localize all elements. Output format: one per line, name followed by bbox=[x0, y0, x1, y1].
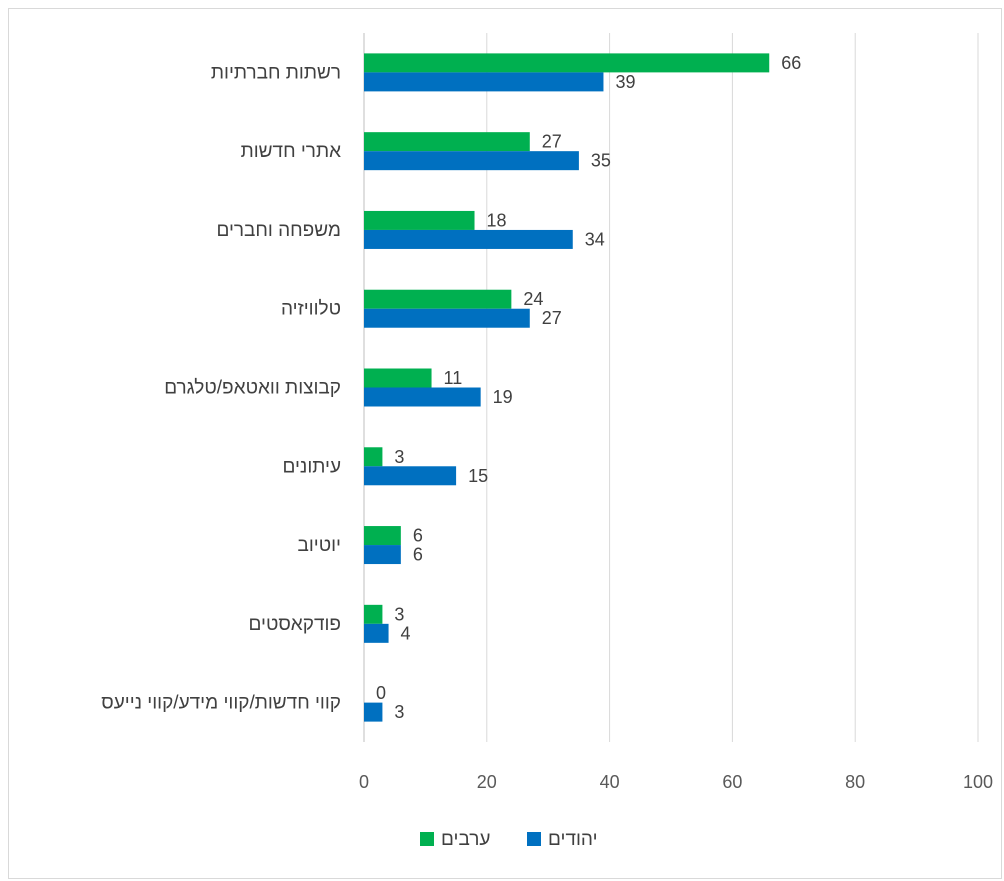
legend-label: ערבים bbox=[441, 829, 490, 850]
data-label: 34 bbox=[585, 229, 605, 249]
data-label: 27 bbox=[542, 132, 562, 152]
bar bbox=[364, 387, 481, 407]
bar bbox=[364, 466, 457, 486]
data-label: 24 bbox=[523, 289, 543, 309]
data-label: 19 bbox=[493, 387, 513, 407]
data-label: 4 bbox=[401, 623, 411, 643]
bar bbox=[364, 447, 383, 467]
category-label: קווי חדשות/קווי מידע/קווי נייעס bbox=[101, 693, 341, 714]
bar bbox=[364, 308, 530, 328]
bar bbox=[364, 368, 432, 388]
x-tick-label: 40 bbox=[600, 772, 620, 792]
legend-label: יהודים bbox=[548, 829, 598, 850]
data-label: 6 bbox=[413, 526, 423, 546]
data-label: 0 bbox=[376, 683, 386, 703]
data-label: 39 bbox=[615, 72, 635, 92]
data-label: 3 bbox=[394, 447, 404, 467]
bar bbox=[364, 289, 512, 309]
x-axis-ticks: 0 20 40 60 80 100 bbox=[359, 772, 993, 792]
category-label: רשתות חברתיות bbox=[211, 62, 341, 83]
bar bbox=[364, 210, 475, 230]
data-label: 3 bbox=[394, 702, 404, 722]
x-tick-label: 60 bbox=[722, 772, 742, 792]
category-label: יוטיוב bbox=[297, 535, 341, 556]
category-label: פודקאסטים bbox=[249, 614, 342, 635]
bar bbox=[364, 229, 573, 249]
category-label: אתרי חדשות bbox=[241, 141, 341, 162]
x-tick-label: 0 bbox=[359, 772, 369, 792]
data-label: 15 bbox=[468, 466, 488, 486]
bar bbox=[364, 72, 604, 92]
legend-swatch bbox=[420, 832, 434, 846]
bar bbox=[364, 702, 383, 722]
category-label: קבוצות וואטאפ/טלגרם bbox=[164, 378, 341, 399]
data-label: 6 bbox=[413, 545, 423, 565]
x-tick-label: 20 bbox=[477, 772, 497, 792]
bar bbox=[364, 545, 401, 565]
x-tick-label: 100 bbox=[963, 772, 993, 792]
category-label: עיתונים bbox=[282, 456, 341, 477]
data-label: 3 bbox=[394, 604, 404, 624]
bars bbox=[364, 53, 770, 722]
data-label: 18 bbox=[487, 210, 507, 230]
category-label: משפחה וחברים bbox=[216, 220, 341, 241]
bar bbox=[364, 53, 770, 73]
bar bbox=[364, 132, 530, 152]
category-labels: רשתות חברתיות אתרי חדשות משפחה וחברים טלווי… bbox=[101, 62, 341, 713]
bar bbox=[364, 623, 389, 643]
data-label: 27 bbox=[542, 308, 562, 328]
legend: ערבים יהודים bbox=[420, 829, 598, 850]
legend-swatch bbox=[527, 832, 541, 846]
category-label: טלוויזיה bbox=[281, 299, 341, 320]
data-label: 66 bbox=[781, 53, 801, 73]
data-label: 11 bbox=[444, 368, 463, 388]
bar bbox=[364, 526, 401, 546]
bar bbox=[364, 604, 383, 624]
bar bbox=[364, 151, 579, 171]
x-tick-label: 80 bbox=[845, 772, 865, 792]
data-label: 35 bbox=[591, 151, 611, 171]
